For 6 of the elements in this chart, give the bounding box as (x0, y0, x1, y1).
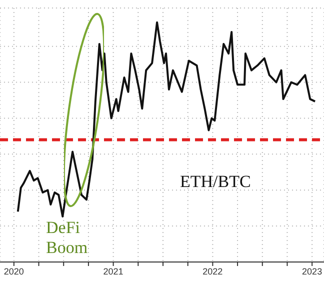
x-tick-label: 2021 (103, 266, 124, 276)
x-tick-label: 2020 (4, 266, 24, 276)
annotation: DeFi Boom (46, 218, 89, 258)
x-tick-label: 2023 (302, 266, 322, 276)
x-tick-label: 2022 (202, 266, 223, 276)
text: ETH/BTC (180, 172, 251, 192)
